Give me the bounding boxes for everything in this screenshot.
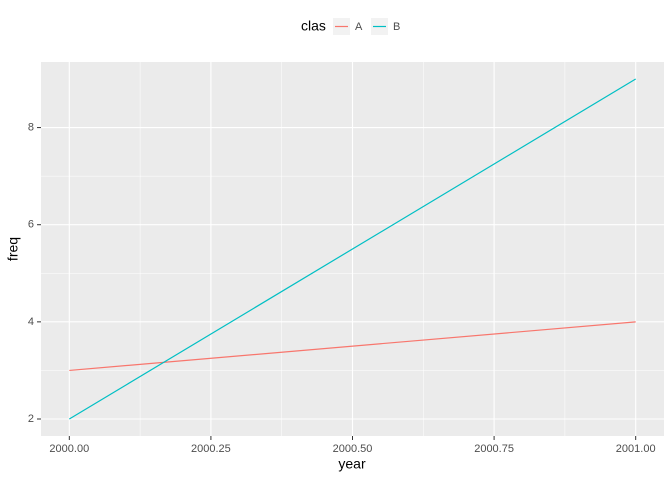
x-tick-label: 2000.75: [474, 443, 514, 455]
legend-label: B: [393, 21, 400, 33]
x-tick-label: 2001.00: [616, 443, 656, 455]
y-tick-label: 8: [28, 121, 34, 133]
legend-title: clas: [301, 18, 326, 34]
y-tick-label: 4: [28, 316, 34, 328]
series-line: [69, 78, 636, 420]
x-tick-label: 2000.00: [49, 443, 89, 455]
y-tick-label: 6: [28, 219, 34, 231]
y-tick-label: 2: [28, 413, 34, 425]
y-axis-title: freq: [5, 237, 21, 261]
x-tick-label: 2000.50: [333, 443, 373, 455]
x-axis-title: year: [338, 456, 366, 472]
x-tick-label: 2000.25: [191, 443, 231, 455]
legend-label: A: [355, 21, 363, 33]
